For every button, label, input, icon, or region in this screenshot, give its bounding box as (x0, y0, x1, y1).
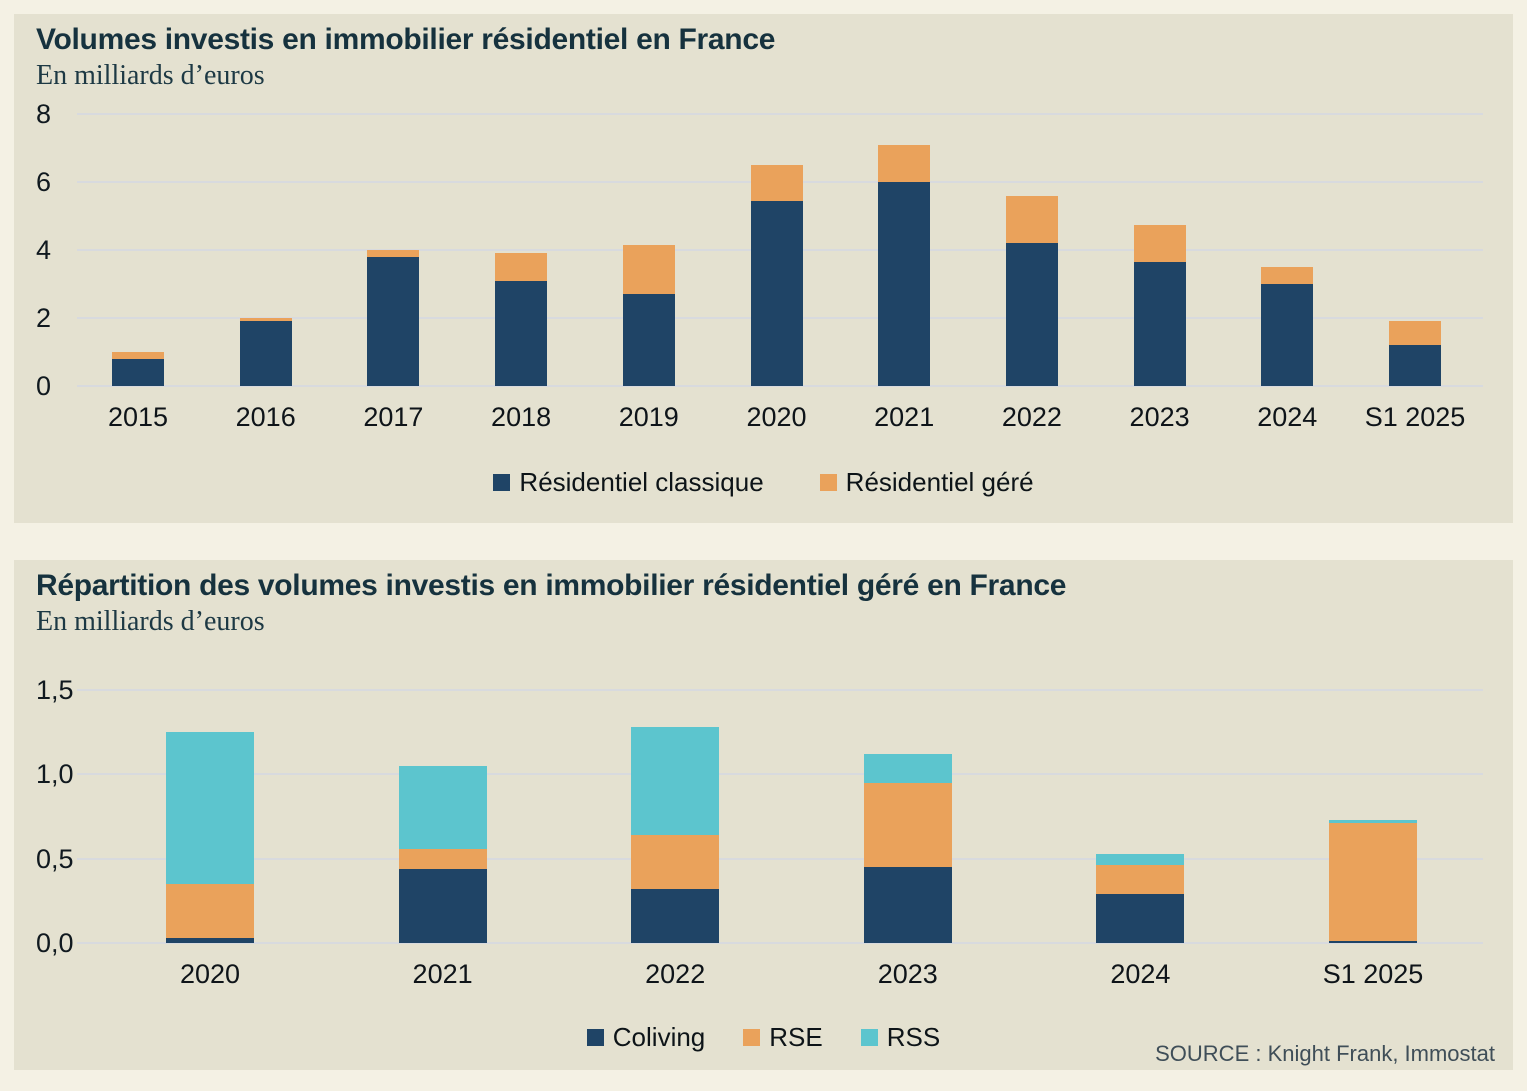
gridline (77, 857, 1483, 860)
bar-segment (166, 937, 254, 943)
x-axis-tick-label: 2024 (1257, 402, 1318, 432)
legend-item: Résidentiel classique (493, 467, 764, 498)
y-axis-tick-label: 0,0 (36, 928, 74, 958)
bar-segment (1096, 865, 1185, 895)
legend-swatch-icon (743, 1029, 761, 1046)
bar-segment (622, 244, 675, 295)
bar-segment (1005, 243, 1058, 386)
bar-segment (1261, 267, 1314, 284)
legend-item: RSE (743, 1022, 823, 1053)
bar-segment (398, 765, 487, 849)
bar-segment (398, 848, 487, 869)
x-axis-tick-label: 2022 (645, 959, 706, 989)
bar-segment (112, 352, 164, 359)
x-axis-tick-label: 2023 (877, 959, 938, 989)
y-axis-tick-label: 1,0 (36, 759, 74, 790)
chart2-title: Répartition des volumes investis en immo… (36, 569, 1067, 602)
gridline (77, 113, 1483, 115)
legend-item: Coliving (586, 1022, 706, 1053)
bar-segment (367, 250, 420, 257)
bar-segment (398, 868, 487, 943)
y-axis-tick-label: 6 (36, 167, 52, 197)
bar-segment (1389, 345, 1441, 386)
bar-segment (631, 727, 720, 836)
x-axis-tick-label: 2024 (1110, 959, 1171, 989)
bar-segment (495, 253, 548, 281)
bar-segment (367, 256, 420, 386)
x-axis-tick-label: 2015 (107, 402, 169, 432)
legend-item: Résidentiel géré (819, 467, 1034, 498)
y-axis-tick-label: 1,5 (36, 675, 74, 705)
y-axis-tick-label: 4 (36, 235, 52, 265)
y-axis-tick-label: 0,5 (36, 843, 74, 874)
bar-segment (239, 318, 292, 322)
bar-segment (166, 883, 254, 938)
x-axis-tick-label: S1 2025 (1322, 959, 1424, 989)
bar-segment (878, 144, 931, 182)
bar-segment (622, 294, 675, 386)
bar-segment (878, 182, 931, 386)
bar-segment (631, 835, 720, 890)
y-axis-tick-label: 2 (36, 303, 52, 333)
x-axis-tick-label: 2017 (363, 402, 424, 432)
legend-item: RSS (860, 1022, 941, 1053)
x-axis-tick-label: 2016 (235, 402, 296, 432)
bar-segment (1389, 321, 1441, 346)
bar-segment (863, 754, 952, 783)
gridline (77, 773, 1483, 776)
gridline (77, 385, 1483, 387)
bar-segment (750, 200, 803, 386)
bar-segment (1329, 819, 1417, 824)
bar-segment (863, 867, 952, 943)
bar-segment (1133, 261, 1186, 386)
x-axis-tick-label: 2020 (179, 959, 241, 989)
chart1-plot-area: 0 2 4 6 8 2015 2016 2017 2018 2019 2020 2021 2022 202… (36, 99, 1483, 432)
chart-panel-managed-breakdown: Répartition des volumes investis en immo… (14, 560, 1513, 1070)
chart2-subtitle: En milliards d’euros (36, 606, 265, 637)
bar-segment (1329, 941, 1417, 943)
chart1-title: Volumes investis en immobilier résidenti… (36, 23, 776, 56)
bar-segment (239, 321, 292, 386)
bar-segment (112, 358, 164, 386)
bar-segment (1005, 195, 1058, 244)
gridline (77, 942, 1483, 944)
bar-segment (631, 889, 720, 943)
bar-segment (1096, 853, 1185, 866)
legend-label: Résidentiel classique (519, 467, 764, 497)
source-credit: SOURCE : Knight Frank, Immostat (1155, 1041, 1495, 1066)
y-axis-tick-label: 8 (36, 99, 52, 129)
bar-segment (1133, 224, 1186, 262)
chart2-legend: Coliving RSE RSS (14, 1022, 1513, 1053)
legend-swatch-icon (860, 1029, 878, 1046)
x-axis-tick-label: 2021 (412, 959, 473, 989)
x-axis-tick-label: 2021 (874, 402, 935, 432)
legend-label: RSS (886, 1022, 941, 1052)
bar-segment (863, 782, 952, 868)
legend-swatch-icon (819, 474, 837, 491)
bar-segment (1261, 284, 1314, 386)
x-axis-tick-label: S1 2025 (1364, 402, 1466, 432)
chart2-plot-area: 0,0 0,5 1,0 1,5 2020 2021 2022 2023 2024 S1 2025 (36, 675, 1483, 989)
x-axis-tick-label: 2020 (746, 402, 807, 432)
chart-panel-residential-volumes: Volumes investis en immobilier résidenti… (14, 14, 1513, 523)
chart1-legend: Résidentiel classique Résidentiel géré (14, 467, 1513, 498)
legend-swatch-icon (586, 1029, 604, 1046)
gridline (77, 689, 1483, 691)
bar-segment (495, 280, 548, 386)
bar-segment (750, 165, 803, 201)
legend-swatch-icon (493, 474, 511, 491)
y-axis-tick-label: 0 (36, 371, 52, 401)
x-axis-tick-label: 2019 (618, 402, 679, 432)
legend-label: Résidentiel géré (845, 467, 1034, 497)
chart1-subtitle: En milliards d’euros (36, 60, 265, 91)
bar-segment (166, 732, 254, 884)
x-axis-tick-label: 2018 (491, 402, 552, 432)
bar-segment (1096, 894, 1185, 943)
legend-label: Coliving (612, 1022, 706, 1052)
bar-segment (1329, 823, 1417, 942)
legend-label: RSE (769, 1022, 823, 1052)
x-axis-tick-label: 2022 (1001, 402, 1062, 432)
x-axis-tick-label: 2023 (1129, 402, 1190, 432)
